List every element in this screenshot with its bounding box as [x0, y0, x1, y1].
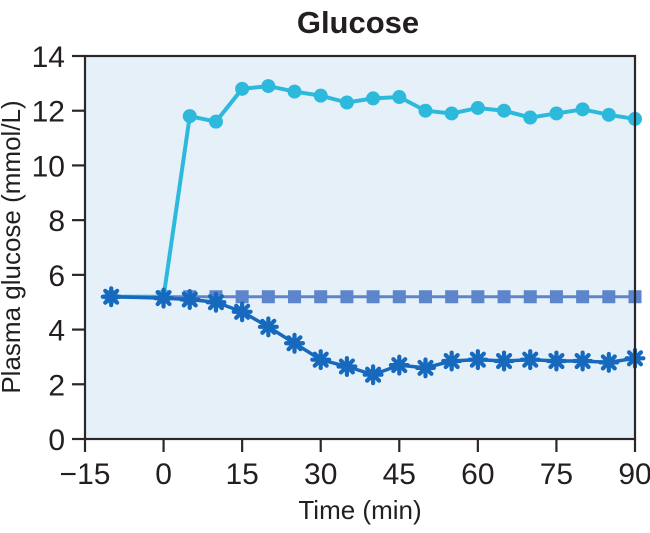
- square-marker: [392, 290, 406, 304]
- square-marker: [602, 290, 616, 304]
- asterisk-marker: [493, 350, 515, 372]
- circle-marker: [470, 100, 485, 115]
- circle-marker: [497, 103, 512, 118]
- y-tick-label: 10: [32, 150, 65, 183]
- square-marker: [418, 290, 432, 304]
- circle-marker: [549, 106, 564, 121]
- circle-marker: [392, 90, 407, 105]
- y-tick-label: 14: [32, 41, 65, 74]
- y-tick-label: 8: [48, 205, 65, 238]
- x-tick-label: 0: [155, 458, 172, 491]
- series-asterisks: [100, 286, 646, 386]
- asterisk-marker: [179, 288, 201, 310]
- asterisk-marker: [100, 286, 122, 308]
- asterisk-marker: [545, 350, 567, 372]
- asterisk-marker-spoke: [286, 335, 303, 352]
- square-marker: [288, 290, 302, 304]
- asterisk-marker: [388, 354, 410, 376]
- asterisk-marker-spoke: [338, 358, 355, 375]
- circle-marker: [235, 81, 250, 96]
- asterisk-marker-spoke: [548, 352, 565, 370]
- square-marker: [523, 290, 537, 304]
- x-tick-label: −15: [60, 458, 111, 491]
- circle-marker: [208, 114, 223, 129]
- circle-marker: [418, 103, 433, 118]
- circle-marker: [523, 110, 538, 125]
- asterisk-marker-spoke: [469, 351, 486, 368]
- circle-marker: [313, 88, 328, 103]
- chart-title: Glucose: [297, 5, 419, 40]
- square-marker: [576, 290, 590, 304]
- asterisk-marker: [519, 349, 541, 371]
- asterisk-marker: [284, 332, 306, 354]
- y-tick-label: 2: [48, 369, 65, 402]
- asterisk-marker: [257, 316, 279, 338]
- x-tick-label: 45: [383, 458, 416, 491]
- x-axis-label: Time (min): [298, 495, 421, 525]
- asterisk-marker-spoke: [365, 366, 382, 383]
- asterisk-marker: [205, 291, 227, 313]
- asterisk-marker: [310, 349, 332, 371]
- asterisk-marker-spoke: [600, 354, 617, 371]
- series-layer: [100, 79, 646, 386]
- circle-marker: [444, 106, 459, 121]
- circle-marker: [287, 84, 302, 99]
- asterisk-marker-spoke: [103, 288, 120, 305]
- asterisk-marker-spoke: [417, 359, 434, 376]
- circle-marker: [366, 91, 381, 106]
- square-marker: [549, 290, 563, 304]
- plot-area: [85, 56, 635, 439]
- square-marker: [497, 290, 511, 304]
- asterisk-marker-spoke: [181, 291, 198, 308]
- circle-marker: [261, 79, 276, 94]
- asterisk-marker: [441, 350, 463, 372]
- square-marker: [261, 290, 275, 304]
- y-tick-label: 12: [32, 96, 65, 129]
- asterisk-marker: [336, 356, 358, 378]
- plot-layer: [85, 56, 635, 439]
- asterisk-marker-spoke: [391, 357, 408, 374]
- asterisk-marker-spoke: [234, 303, 251, 320]
- square-marker: [445, 290, 459, 304]
- square-marker: [235, 290, 249, 304]
- square-marker: [340, 290, 354, 304]
- y-axis-label: Plasma glucose (mmol/L): [0, 100, 26, 393]
- circle-marker: [182, 109, 197, 124]
- asterisk-marker: [572, 350, 594, 372]
- asterisk-marker: [467, 349, 489, 371]
- asterisk-marker: [231, 301, 253, 323]
- square-marker: [366, 290, 380, 304]
- asterisk-marker-spoke: [155, 290, 172, 307]
- asterisk-marker: [362, 364, 384, 386]
- square-marker: [314, 290, 328, 304]
- x-tick-label: 90: [618, 458, 650, 491]
- asterisk-marker-spoke: [260, 318, 277, 335]
- asterisk-marker: [598, 351, 620, 373]
- asterisk-marker-spoke: [574, 352, 591, 370]
- circle-marker: [601, 107, 616, 122]
- square-marker: [471, 290, 485, 304]
- y-tick-label: 0: [48, 424, 65, 457]
- asterisk-marker-spoke: [207, 294, 224, 311]
- circle-marker: [339, 95, 354, 110]
- asterisk-marker: [153, 287, 175, 309]
- x-tick-label: 60: [461, 458, 494, 491]
- x-tick-label: 75: [540, 458, 573, 491]
- circle-marker: [575, 102, 590, 117]
- x-tick-label: 30: [304, 458, 337, 491]
- x-tick-label: 15: [225, 458, 258, 491]
- plot-frame: [83, 54, 637, 441]
- y-tick-label: 6: [48, 260, 65, 293]
- asterisk-marker-spoke: [522, 351, 539, 368]
- asterisk-marker-spoke: [496, 352, 513, 370]
- y-tick-label: 4: [48, 315, 65, 348]
- asterisk-marker-spoke: [443, 352, 460, 370]
- asterisk-marker-spoke: [312, 351, 329, 368]
- asterisk-marker: [414, 357, 436, 379]
